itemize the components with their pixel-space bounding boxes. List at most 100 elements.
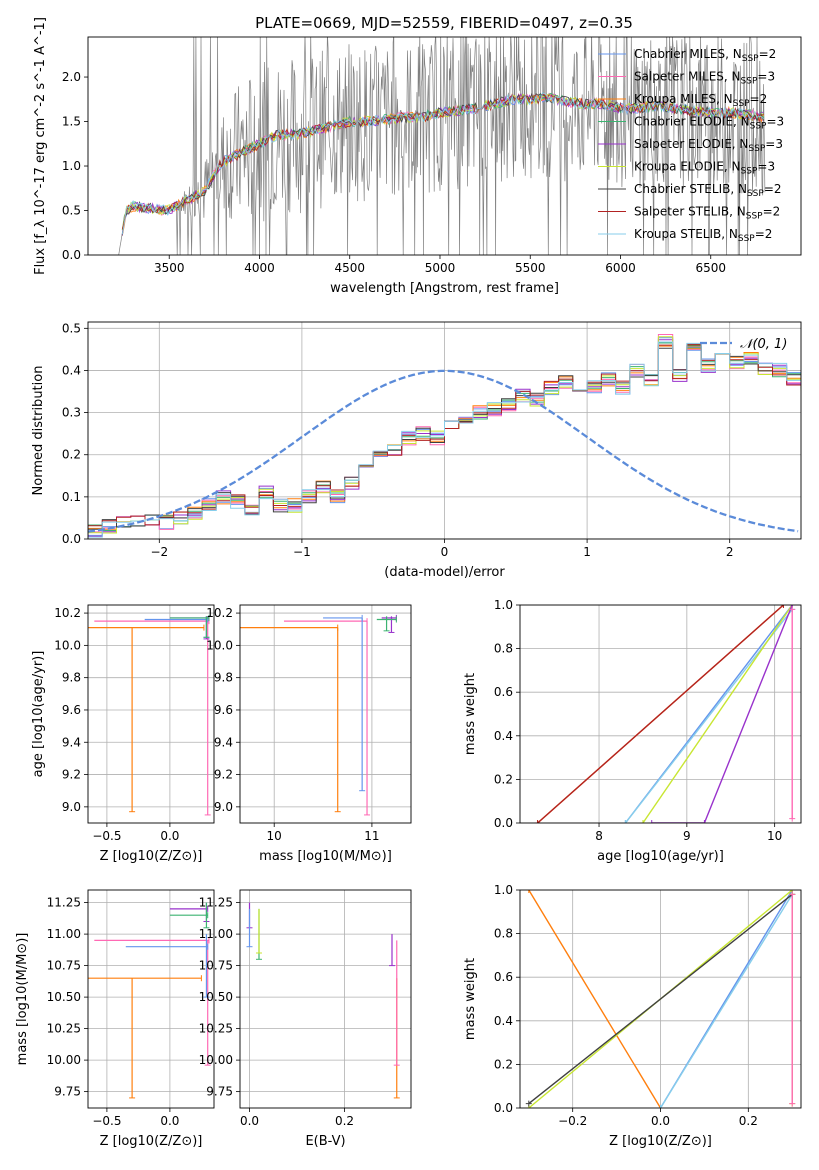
x-tick-label: 0.0 bbox=[651, 1114, 670, 1128]
x-axis-label: Z [log10(Z/Z⊙)] bbox=[609, 1134, 712, 1149]
x-tick-label: 8 bbox=[595, 829, 603, 843]
plot-area bbox=[88, 322, 801, 539]
y-tick-label: 0.8 bbox=[494, 927, 513, 941]
x-tick-label: 0.0 bbox=[160, 829, 179, 843]
x-tick-label: −0.5 bbox=[92, 1114, 121, 1128]
panel-age-vs-mass: 10 11 9.0 9.2 9.4 9.6 9.8 10.0 10.2 mass [log10(M… bbox=[206, 604, 412, 864]
weight-point bbox=[789, 815, 796, 822]
weight-line bbox=[651, 605, 793, 823]
axes-frame bbox=[239, 889, 412, 1109]
y-tick-label: 10.0 bbox=[206, 638, 233, 652]
weight-line bbox=[642, 605, 793, 823]
y-tick-label: 0.2 bbox=[62, 448, 81, 462]
y-tick-label: 0.1 bbox=[62, 490, 81, 504]
y-tick-label: 9.2 bbox=[62, 768, 81, 782]
y-tick-label: 9.4 bbox=[62, 735, 81, 749]
y-tick-label: 0.4 bbox=[494, 729, 513, 743]
panel-mass-vs-Z: −0.5 0.0 9.75 10.00 10.25 10.50 10.75 11.00 11.2… bbox=[15, 889, 215, 1149]
observed-spectrum-line bbox=[118, 37, 766, 255]
x-tick-label: 2 bbox=[726, 545, 734, 559]
x-tick-label: 10 bbox=[267, 829, 282, 843]
x-tick-label: 1 bbox=[583, 545, 591, 559]
x-axis-label: (data-model)/error bbox=[384, 565, 505, 580]
x-tick-label: 0 bbox=[441, 545, 449, 559]
x-tick-label: 5000 bbox=[425, 261, 456, 275]
y-tick-label: 10.50 bbox=[47, 990, 81, 1004]
y-tick-label: 2.0 bbox=[62, 70, 81, 84]
legend-label: Salpeter MILES, NSSP=3 bbox=[634, 70, 775, 87]
plot-area bbox=[118, 37, 766, 255]
weight-point bbox=[657, 1105, 664, 1108]
plot-area bbox=[240, 605, 411, 823]
y-tick-label: 9.75 bbox=[54, 1085, 81, 1099]
x-tick-label: −0.2 bbox=[558, 1114, 587, 1128]
plot-area bbox=[520, 890, 801, 1108]
legend-value: =2 bbox=[764, 182, 782, 196]
y-tick-label: 10.2 bbox=[54, 606, 81, 620]
panel-mass-vs-ebv: 0.0 0.2 9.75 10.00 10.25 10.50 10.75 11.00 11.25… bbox=[199, 889, 412, 1149]
legend-value: =3 bbox=[757, 160, 775, 174]
histogram-step bbox=[88, 344, 801, 539]
x-tick-label: −1 bbox=[293, 545, 311, 559]
y-axis-label: mass [log10(M/M⊙)] bbox=[15, 933, 30, 1066]
plot-area bbox=[88, 890, 214, 1108]
plot-area bbox=[240, 890, 411, 1108]
y-tick-label: 10.50 bbox=[199, 990, 233, 1004]
legend-subscript: SSP bbox=[741, 167, 758, 177]
legend-label: Chabrier STELIB, NSSP=2 bbox=[634, 182, 782, 199]
y-axis-label: mass weight bbox=[463, 673, 478, 755]
x-tick-label: 0.0 bbox=[240, 1114, 259, 1128]
x-tick-label: 4500 bbox=[334, 261, 365, 275]
x-tick-label: 0.2 bbox=[739, 1114, 758, 1128]
y-tick-label: 0.0 bbox=[494, 1101, 513, 1115]
y-tick-label: 11.00 bbox=[47, 927, 81, 941]
axes-frame bbox=[87, 36, 802, 256]
y-tick-label: 11.25 bbox=[47, 896, 81, 910]
x-axis-label: age [log10(age/yr)] bbox=[597, 849, 724, 864]
y-tick-label: 0.0 bbox=[62, 248, 81, 262]
weight-point bbox=[622, 820, 629, 823]
y-axis-label: age [log10(age/yr)] bbox=[31, 651, 46, 778]
legend-value: =3 bbox=[766, 115, 784, 129]
weight-line bbox=[528, 893, 793, 1105]
panel-mass-weight-vs-Z: −0.2 0.0 0.2 0.0 0.2 0.4 0.6 0.8 1.0 Z [log10(Z/Z… bbox=[463, 883, 802, 1149]
y-tick-label: 10.75 bbox=[199, 959, 233, 973]
y-tick-label: 1.0 bbox=[494, 598, 513, 612]
x-tick-label: 3500 bbox=[154, 261, 185, 275]
legend-value: =2 bbox=[759, 47, 777, 61]
legend-value: =2 bbox=[750, 92, 768, 106]
axes-frame bbox=[87, 604, 215, 824]
x-axis-label: mass [log10(M/M⊙)] bbox=[259, 849, 392, 864]
legend-subscript: SSP bbox=[747, 189, 764, 199]
weight-point bbox=[534, 820, 541, 823]
weight-point bbox=[780, 605, 787, 608]
y-tick-label: 9.0 bbox=[214, 800, 233, 814]
y-tick-label: 9.6 bbox=[214, 703, 233, 717]
x-tick-label: 4000 bbox=[244, 261, 275, 275]
weight-point bbox=[789, 1100, 796, 1107]
y-tick-label: 0.5 bbox=[62, 204, 81, 218]
legend: Chabrier MILES, NSSP=2 Salpeter MILES, NS… bbox=[598, 47, 784, 244]
histogram-step bbox=[88, 345, 801, 539]
panel-mass-weight-vs-age: 8 9 10 0.0 0.2 0.4 0.6 0.8 1.0 age [log10(age/yr)… bbox=[463, 598, 802, 864]
weight-point bbox=[701, 820, 708, 823]
legend-subscript: SSP bbox=[733, 99, 750, 109]
y-tick-label: 10.00 bbox=[47, 1053, 81, 1067]
y-tick-label: 0.6 bbox=[494, 970, 513, 984]
legend-subscript: SSP bbox=[741, 77, 758, 87]
axes-frame bbox=[239, 604, 412, 824]
y-tick-label: 0.8 bbox=[494, 642, 513, 656]
x-axis-label: wavelength [Angstrom, rest frame] bbox=[330, 281, 559, 296]
y-tick-label: 1.0 bbox=[62, 159, 81, 173]
axes-frame bbox=[87, 889, 215, 1109]
weight-line bbox=[659, 894, 793, 1108]
y-tick-label: 1.5 bbox=[62, 115, 81, 129]
y-tick-label: 10.75 bbox=[47, 959, 81, 973]
x-axis-label: E(B-V) bbox=[305, 1134, 345, 1149]
y-tick-label: 0.4 bbox=[494, 1014, 513, 1028]
y-tick-label: 9.8 bbox=[62, 671, 81, 685]
x-tick-label: 11 bbox=[364, 829, 379, 843]
weight-point bbox=[525, 890, 532, 893]
y-tick-label: 10.25 bbox=[199, 1022, 233, 1036]
legend-label: Kroupa STELIB, NSSP=2 bbox=[634, 227, 772, 244]
